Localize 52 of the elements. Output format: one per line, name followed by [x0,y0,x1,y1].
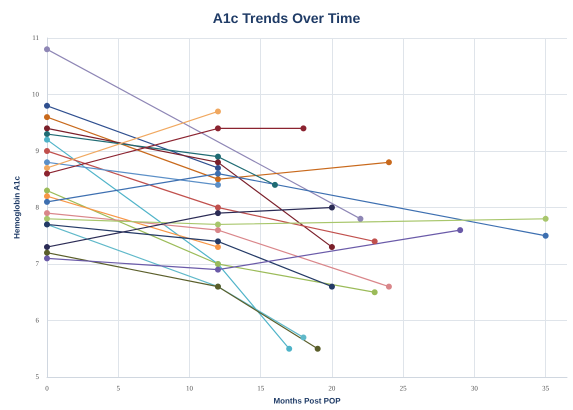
point [214,164,221,171]
point [457,227,464,234]
point [300,334,306,340]
point [44,114,50,120]
point [44,136,50,143]
point [44,46,50,52]
point [214,159,221,166]
point [386,159,392,166]
point [300,125,306,132]
y-axis-title: Hemoglobin A1c [12,176,22,239]
point [214,238,221,244]
point [214,227,221,234]
point [214,266,221,273]
point [286,346,292,352]
point [44,188,50,194]
point [542,232,549,239]
point [314,346,321,352]
point [214,108,221,114]
point [214,182,221,188]
point [214,221,221,228]
point [44,131,50,138]
point [214,244,221,250]
point [44,164,50,171]
point [214,176,221,182]
point [44,210,50,216]
point [44,216,50,222]
point [328,244,335,250]
point [372,289,378,296]
point [357,216,364,222]
point [214,170,221,177]
point [44,193,50,200]
point [44,198,50,205]
x-axis-title: Months Post POP [273,396,342,406]
point [272,182,278,188]
point [328,204,335,210]
point [44,255,50,262]
point [44,250,50,256]
point [44,244,50,250]
point [372,238,378,244]
point [44,102,50,109]
point [44,148,50,154]
point [214,125,221,132]
point [44,170,50,177]
point [214,204,221,210]
point [44,159,50,166]
point [214,154,221,160]
point [214,210,221,216]
point [328,284,335,290]
chart-title: A1c Trends Over Time [212,10,361,26]
point [44,125,50,132]
point [542,216,549,222]
point [386,284,392,290]
